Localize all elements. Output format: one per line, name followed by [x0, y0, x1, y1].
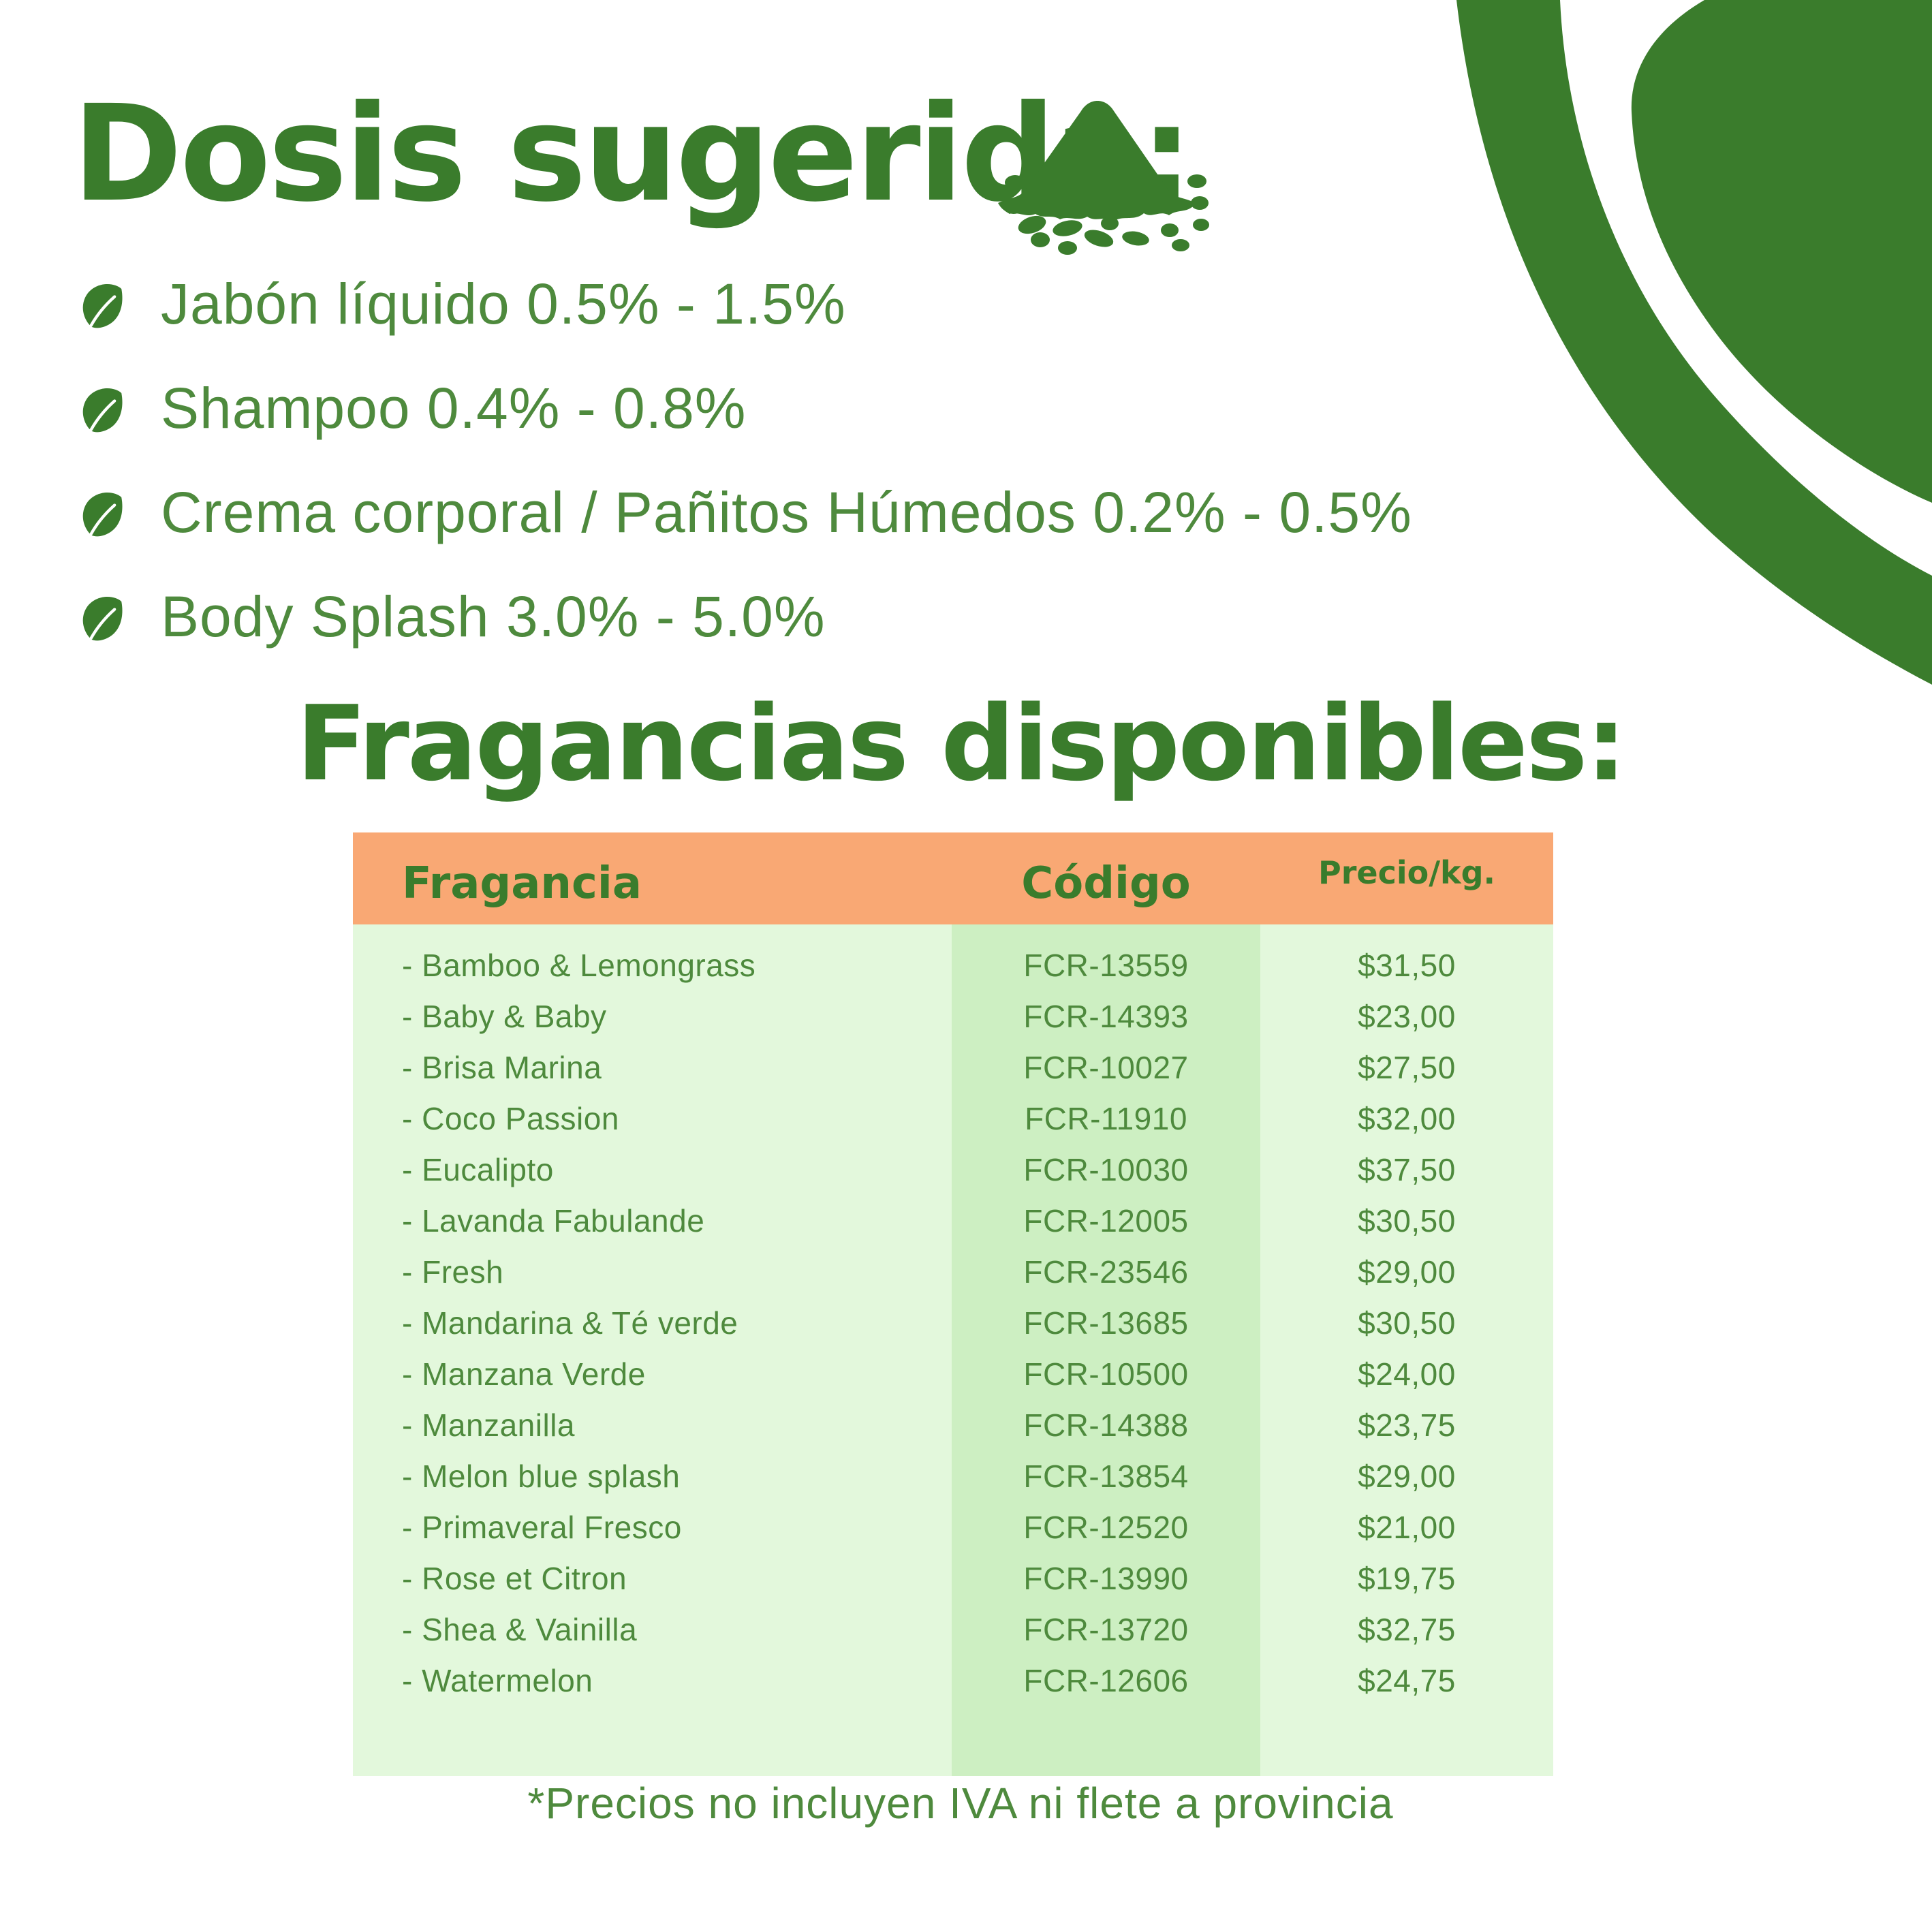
fragrance-code-cell: FCR-12520: [1023, 1509, 1189, 1545]
fragrance-price-cell: $32,00: [1358, 1100, 1456, 1136]
page-title: Dosis sugerida:: [72, 76, 1194, 231]
fragrance-name-cell: - Manzana Verde: [402, 1356, 646, 1392]
fragrance-name-cell: - Primaveral Fresco: [402, 1509, 682, 1545]
leaf-bullet-icon: [82, 492, 123, 536]
fragrance-price-cell: $27,50: [1358, 1049, 1456, 1085]
fragrance-code-cell: FCR-14388: [1023, 1407, 1189, 1443]
fragrance-price-cell: $23,75: [1358, 1407, 1456, 1443]
table-row: - Watermelon FCR-12606 $24,75: [353, 1655, 1553, 1706]
fragrance-name-cell: - Rose et Citron: [402, 1560, 627, 1596]
table-row: - Mandarina & Té verde FCR-13685 $30,50: [353, 1297, 1553, 1348]
fragrances-title: Fragancias disponibles:: [296, 683, 1627, 804]
fragrances-table: Fragancia Código Precio/kg. - Bamboo & L…: [353, 832, 1553, 1776]
dosage-list-item: Body Splash 3.0% - 5.0%: [76, 565, 1412, 669]
fragrance-name-cell: - Coco Passion: [402, 1100, 619, 1136]
column-header-fragancia: Fragancia: [402, 858, 642, 909]
leaf-bullet-icon: [82, 283, 123, 328]
fragrance-price-cell: $30,50: [1358, 1305, 1456, 1341]
table-row: - Rose et Citron FCR-13990 $19,75: [353, 1553, 1553, 1604]
table-row: - Eucalipto FCR-10030 $37,50: [353, 1144, 1553, 1195]
fragrance-code-cell: FCR-12005: [1023, 1202, 1189, 1238]
fragrance-price-cell: $23,00: [1358, 998, 1456, 1034]
fragrance-name-cell: - Shea & Vainilla: [402, 1611, 638, 1647]
footer-note: *Precios no incluyen IVA ni flete a prov…: [527, 1779, 1394, 1828]
fragrance-price-cell: $29,00: [1358, 1253, 1456, 1290]
fragrance-code-cell: FCR-13990: [1023, 1560, 1189, 1596]
fragrance-name-cell: - Eucalipto: [402, 1151, 554, 1187]
powder-pile-icon: [998, 101, 1209, 255]
leaf-blade-shape: [1631, 0, 1932, 503]
table-row: - Manzanilla FCR-14388 $23,75: [353, 1399, 1553, 1450]
dosage-label: Body Splash 3.0% - 5.0%: [161, 585, 826, 649]
fragrance-code-cell: FCR-23546: [1023, 1253, 1189, 1290]
table-row: - Brisa Marina FCR-10027 $27,50: [353, 1042, 1553, 1093]
fragrance-price-cell: $19,75: [1358, 1560, 1456, 1596]
fragrance-name-cell: - Manzanilla: [402, 1407, 575, 1443]
leaf-bullet-icon: [82, 388, 123, 432]
fragrance-code-cell: FCR-13559: [1023, 947, 1189, 983]
fragrance-price-cell: $24,00: [1358, 1356, 1456, 1392]
leaf-corner-decoration: [1456, 0, 1932, 685]
fragrance-name-cell: - Baby & Baby: [402, 998, 607, 1034]
table-header-row: Fragancia Código Precio/kg.: [353, 832, 1553, 924]
fragrance-price-cell: $21,00: [1358, 1509, 1456, 1545]
fragrance-price-cell: $31,50: [1358, 947, 1456, 983]
table-row: - Fresh FCR-23546 $29,00: [353, 1246, 1553, 1297]
fragrance-price-cell: $37,50: [1358, 1151, 1456, 1187]
column-header-precio: Precio/kg.: [1318, 854, 1496, 891]
codigo-column-stripe: [952, 924, 1260, 1776]
fragrance-name-cell: - Melon blue splash: [402, 1458, 681, 1494]
dosage-label: Jabón líquido 0.5% - 1.5%: [161, 272, 846, 336]
fragrance-name-cell: - Lavanda Fabulande: [402, 1202, 705, 1238]
table-row: - Shea & Vainilla FCR-13720 $32,75: [353, 1604, 1553, 1655]
fragrance-code-cell: FCR-13685: [1023, 1305, 1189, 1341]
dosage-list-item: Crema corporal / Pañitos Húmedos 0.2% - …: [76, 461, 1412, 565]
fragrance-code-cell: FCR-10027: [1023, 1049, 1189, 1085]
fragrance-code-cell: FCR-10500: [1023, 1356, 1189, 1392]
table-row: - Manzana Verde FCR-10500 $24,00: [353, 1348, 1553, 1399]
dosage-label: Crema corporal / Pañitos Húmedos 0.2% - …: [161, 480, 1412, 544]
table-row: - Bamboo & Lemongrass FCR-13559 $31,50: [353, 939, 1553, 991]
table-row: - Coco Passion FCR-11910 $32,00: [353, 1093, 1553, 1144]
fragrance-code-cell: FCR-13720: [1023, 1611, 1189, 1647]
table-body: - Bamboo & Lemongrass FCR-13559 $31,50 -…: [353, 924, 1553, 1776]
table-row: - Primaveral Fresco FCR-12520 $21,00: [353, 1501, 1553, 1553]
fragrance-code-cell: FCR-14393: [1023, 998, 1189, 1034]
fragrance-code-cell: FCR-13854: [1023, 1458, 1189, 1494]
fragrance-name-cell: - Fresh: [402, 1253, 504, 1290]
fragrance-price-cell: $29,00: [1358, 1458, 1456, 1494]
dosage-list-item: Shampoo 0.4% - 0.8%: [76, 356, 1412, 461]
leaf-stem-shape: [1456, 0, 1932, 685]
fragrance-code-cell: FCR-10030: [1023, 1151, 1189, 1187]
fragrance-name-cell: - Brisa Marina: [402, 1049, 602, 1085]
fragrance-price-cell: $30,50: [1358, 1202, 1456, 1238]
leaf-bullet-icon: [82, 596, 123, 640]
table-row: - Baby & Baby FCR-14393 $23,00: [353, 991, 1553, 1042]
fragrance-code-cell: FCR-12606: [1023, 1662, 1189, 1698]
dosage-list-item: Jabón líquido 0.5% - 1.5%: [76, 252, 1412, 356]
table-rows: - Bamboo & Lemongrass FCR-13559 $31,50 -…: [353, 939, 1553, 1706]
column-header-codigo: Código: [1021, 858, 1191, 909]
fragrance-name-cell: - Mandarina & Té verde: [402, 1305, 738, 1341]
dosage-list: Jabón líquido 0.5% - 1.5% Shampoo 0.4% -…: [76, 252, 1412, 669]
fragrance-code-cell: FCR-11910: [1025, 1100, 1187, 1136]
fragrance-price-cell: $32,75: [1358, 1611, 1456, 1647]
dosage-label: Shampoo 0.4% - 0.8%: [161, 376, 747, 440]
table-row: - Lavanda Fabulande FCR-12005 $30,50: [353, 1195, 1553, 1246]
fragrance-name-cell: - Bamboo & Lemongrass: [402, 947, 756, 983]
table-row: - Melon blue splash FCR-13854 $29,00: [353, 1450, 1553, 1501]
fragrance-name-cell: - Watermelon: [402, 1662, 593, 1698]
fragrance-price-cell: $24,75: [1358, 1662, 1456, 1698]
